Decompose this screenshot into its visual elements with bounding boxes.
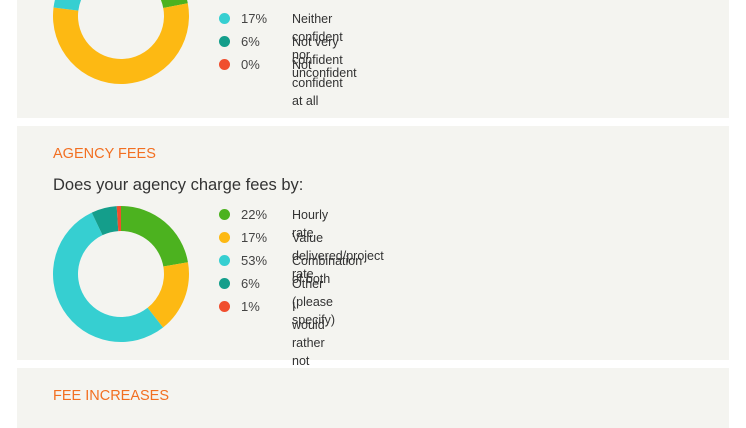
legend-percent: 1% — [241, 299, 260, 314]
legend-label: Other (please specify) — [292, 277, 336, 327]
donut-slice — [147, 262, 189, 328]
legend-label: Neither confident nor unconfident — [292, 12, 357, 80]
question-text: Does your agency charge fees by: — [53, 176, 304, 194]
legend-percent: 53% — [241, 253, 268, 268]
legend-label: Hourly rate — [292, 208, 329, 240]
legend-dot-icon — [219, 278, 230, 289]
legend-dot-icon — [219, 232, 230, 243]
donut-slice — [121, 206, 188, 267]
legend-dot-icon — [219, 301, 230, 312]
donut-slice — [160, 0, 188, 8]
legend-label: Not confident at all — [292, 58, 343, 108]
legend-percent: 6% — [241, 34, 260, 49]
legend-dot-icon — [219, 36, 230, 47]
donut-slice — [53, 0, 82, 11]
legend-label: Not very confident — [292, 35, 343, 67]
donut-slice — [53, 212, 164, 342]
legend-percent: 6% — [241, 276, 260, 291]
legend-label: Value delivered/project rate — [292, 231, 384, 281]
legend-percent: 0% — [241, 57, 260, 72]
confidence-donut-chart — [53, 0, 189, 84]
confidence-card: 17% Neither confident nor unconfident 6%… — [17, 0, 729, 118]
legend-percent: 22% — [241, 207, 268, 222]
donut-slice — [91, 206, 119, 236]
donut-slice — [116, 206, 121, 232]
donut-slice — [53, 3, 189, 84]
legend-dot-icon — [219, 59, 230, 70]
section-title: FEE INCREASES — [53, 388, 170, 404]
agency-fees-card: AGENCY FEES Does your agency charge fees… — [17, 126, 729, 386]
legend-percent: 17% — [241, 230, 268, 245]
legend-label: Combination of both — [292, 254, 363, 286]
fees-donut-chart — [53, 206, 189, 342]
legend-dot-icon — [219, 13, 230, 24]
section-title: AGENCY FEES — [53, 146, 156, 162]
fee-increases-card: FEE INCREASES — [17, 368, 729, 428]
legend-dot-icon — [219, 255, 230, 266]
legend-dot-icon — [219, 209, 230, 220]
legend-percent: 17% — [241, 11, 268, 26]
